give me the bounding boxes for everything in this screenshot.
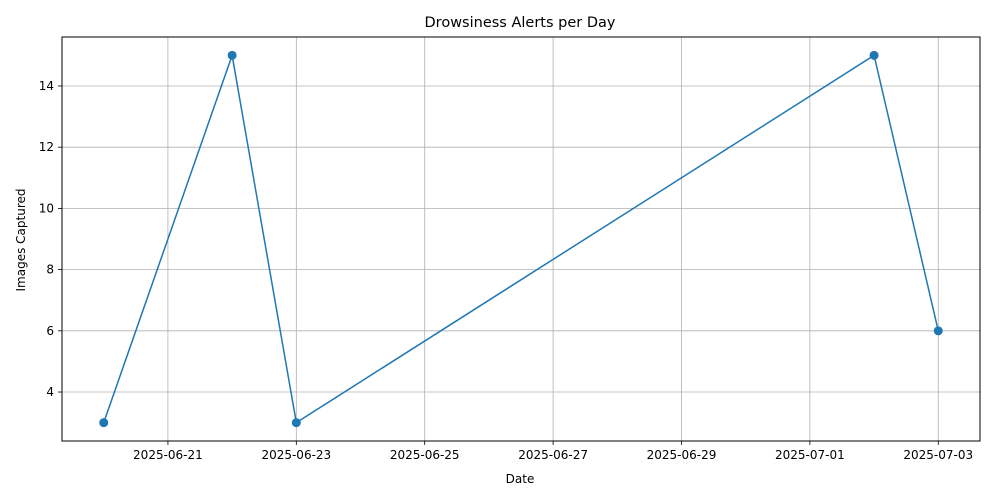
y-tick-label: 8	[46, 263, 54, 277]
y-axis-label: Images Captured	[14, 189, 28, 292]
data-point	[99, 418, 109, 428]
x-axis: 2025-06-21 2025-06-23 2025-06-25 2025-06-27…	[133, 441, 973, 462]
plot-frame	[61, 36, 981, 442]
x-tick-label: 2025-07-01	[775, 448, 845, 462]
y-tick-label: 6	[46, 324, 54, 338]
x-tick-label: 2025-06-23	[261, 448, 331, 462]
y-axis: 4 6 8 10 12 14	[39, 79, 62, 399]
y-tick-label: 4	[46, 385, 54, 399]
data-point	[291, 418, 301, 428]
grid	[62, 37, 980, 441]
series-layer	[99, 50, 943, 428]
data-point	[933, 326, 943, 336]
data-point	[869, 50, 879, 60]
x-tick-label: 2025-06-29	[647, 448, 717, 462]
data-point	[227, 50, 237, 60]
series-line	[103, 52, 940, 424]
x-tick-label: 2025-07-03	[903, 448, 973, 462]
x-tick-label: 2025-06-21	[133, 448, 203, 462]
chart-title: Drowsiness Alerts per Day	[425, 15, 616, 31]
y-tick-label: 10	[39, 201, 54, 215]
x-axis-label: Date	[506, 472, 535, 486]
y-tick-label: 12	[39, 140, 54, 154]
x-tick-label: 2025-06-27	[518, 448, 588, 462]
y-tick-label: 14	[39, 79, 54, 93]
x-tick-label: 2025-06-25	[390, 448, 460, 462]
